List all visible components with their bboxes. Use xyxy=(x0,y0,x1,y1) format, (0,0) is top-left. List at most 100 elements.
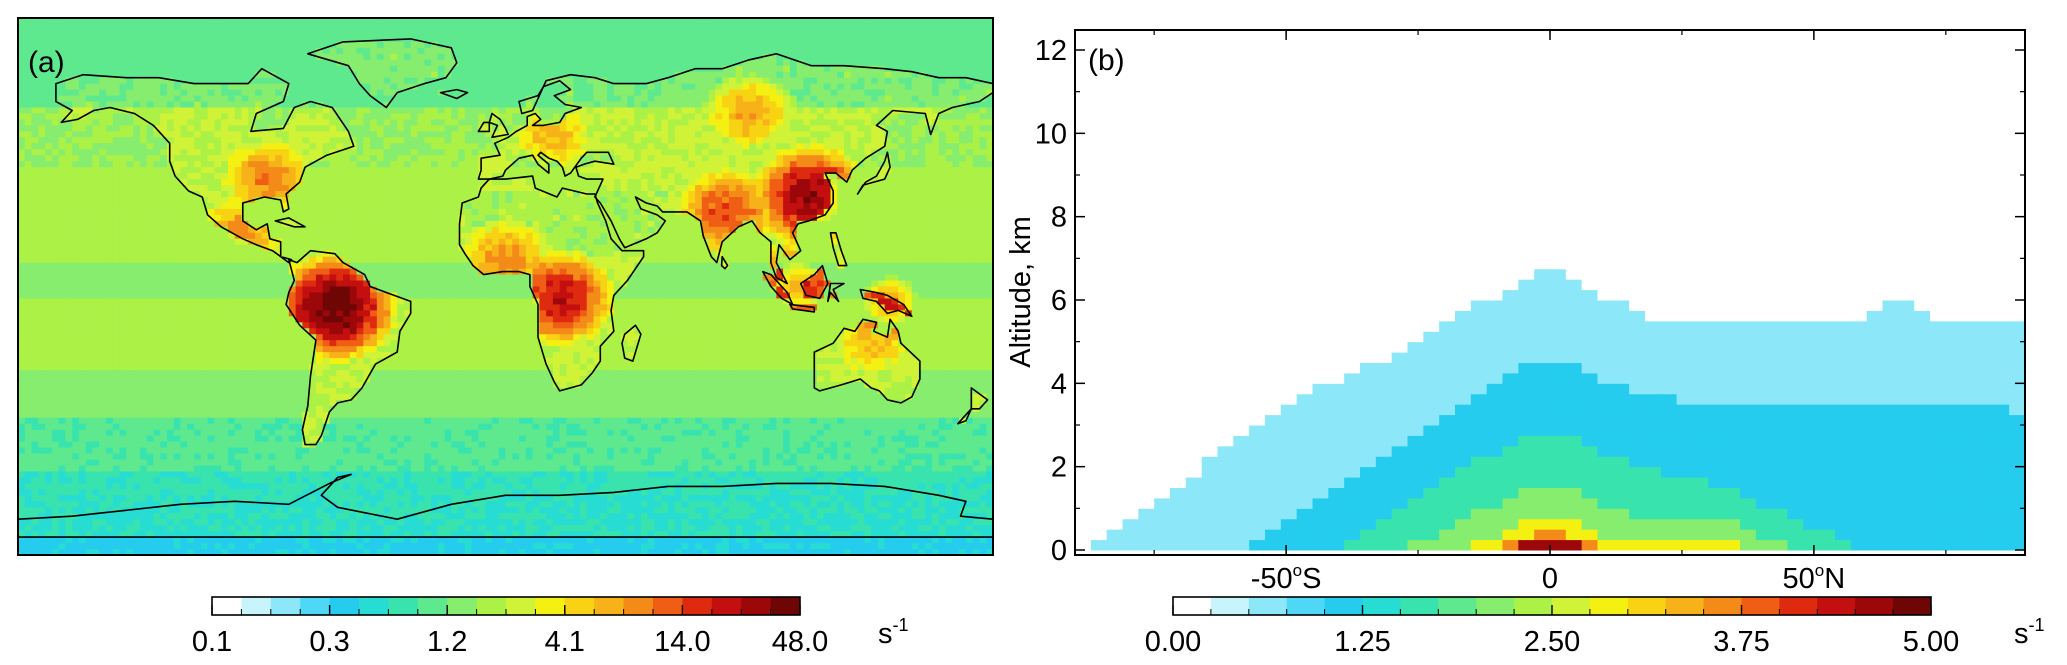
map-cell xyxy=(45,167,53,174)
map-cell xyxy=(119,95,127,103)
map-cell xyxy=(349,185,358,192)
map-cell xyxy=(126,23,134,31)
map-cell xyxy=(431,173,439,180)
map-cell xyxy=(972,71,981,79)
map-cell xyxy=(126,83,134,91)
map-cell xyxy=(194,214,202,222)
map-cell xyxy=(431,143,439,150)
map-cell xyxy=(343,208,351,216)
map-cell xyxy=(343,18,351,25)
map-cell xyxy=(78,107,87,115)
map-cell xyxy=(390,65,398,73)
map-cell xyxy=(478,83,486,91)
map-cell xyxy=(207,113,215,121)
map-cell xyxy=(24,113,33,121)
map-cell xyxy=(722,131,730,138)
map-cell xyxy=(519,47,527,55)
map-cell xyxy=(38,149,46,156)
map-cell xyxy=(810,71,818,79)
map-cell xyxy=(376,53,385,61)
map-cell xyxy=(343,35,351,43)
map-cell xyxy=(491,119,500,126)
map-cell xyxy=(85,202,94,210)
map-cell xyxy=(45,101,53,109)
map-cell xyxy=(640,208,649,216)
map-cell xyxy=(965,41,974,49)
map-cell xyxy=(390,179,398,186)
map-cell xyxy=(769,197,777,204)
map-cell xyxy=(288,208,297,216)
map-cell xyxy=(932,208,940,216)
map-cell xyxy=(884,71,893,79)
map-cell xyxy=(194,53,202,61)
map-cell xyxy=(227,179,236,186)
map-cell xyxy=(701,214,710,222)
map-cell xyxy=(640,89,649,97)
map-cell xyxy=(884,89,893,97)
map-cell xyxy=(688,191,696,198)
map-cell xyxy=(200,101,209,109)
map-cell xyxy=(51,137,60,144)
map-cell xyxy=(322,89,331,97)
map-cell xyxy=(837,35,845,43)
map-cell xyxy=(640,220,649,228)
map-cell xyxy=(857,59,865,67)
map-cell xyxy=(72,113,80,121)
map-cell xyxy=(898,119,906,126)
map-cell xyxy=(133,113,141,121)
map-cell xyxy=(153,47,161,55)
map-cell xyxy=(133,155,141,162)
map-cell xyxy=(92,220,100,228)
map-cell xyxy=(437,95,446,103)
map-cell xyxy=(343,167,351,174)
map-cell xyxy=(31,83,39,91)
map-cell xyxy=(478,23,486,31)
map-cell xyxy=(701,53,710,61)
map-cell xyxy=(65,77,73,85)
map-cell xyxy=(254,35,263,43)
map-cell xyxy=(586,101,595,109)
map-cell xyxy=(390,214,398,222)
map-cell xyxy=(830,143,838,150)
map-cell xyxy=(844,161,852,168)
map-cell xyxy=(925,95,933,103)
map-cell xyxy=(688,29,696,37)
map-cell xyxy=(282,197,290,204)
map-cell xyxy=(376,95,385,103)
map-cell xyxy=(126,113,134,121)
map-cell xyxy=(322,208,331,216)
map-cell xyxy=(965,35,974,43)
map-cell xyxy=(85,155,94,162)
map-cell xyxy=(871,155,879,162)
map-cell xyxy=(329,89,337,97)
map-cell xyxy=(302,35,310,43)
map-cell xyxy=(471,119,480,126)
map-cell xyxy=(397,214,405,222)
map-cell xyxy=(783,167,791,174)
map-cell xyxy=(661,191,669,198)
map-cell xyxy=(749,214,757,222)
map-cell xyxy=(491,95,500,103)
map-cell xyxy=(857,202,865,210)
map-cell xyxy=(816,167,825,174)
map-cell xyxy=(24,167,33,174)
map-cell xyxy=(519,143,527,150)
map-cell xyxy=(769,202,777,210)
map-cell xyxy=(65,149,73,156)
map-cell xyxy=(288,143,297,150)
map-cell xyxy=(309,83,317,91)
map-cell xyxy=(898,208,906,216)
map-cell xyxy=(850,167,859,174)
map-cell xyxy=(816,149,825,156)
map-cell xyxy=(58,83,66,91)
map-cell xyxy=(769,71,777,79)
map-cell xyxy=(593,202,601,210)
map-cell xyxy=(532,125,540,132)
map-cell xyxy=(221,161,229,168)
map-cell xyxy=(647,113,656,121)
map-cell xyxy=(925,29,933,37)
map-cell xyxy=(356,47,364,55)
map-cell xyxy=(688,179,696,186)
map-cell xyxy=(329,191,337,198)
map-cell xyxy=(24,137,33,144)
